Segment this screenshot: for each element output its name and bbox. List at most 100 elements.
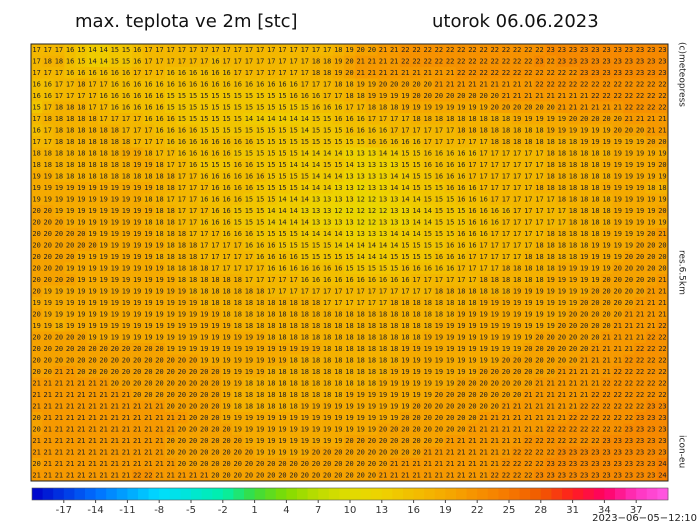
temperature-cell <box>355 435 367 447</box>
temperature-cell <box>455 193 468 206</box>
temperature-label: 19 <box>591 276 599 284</box>
temperature-label: 20 <box>211 368 219 376</box>
temperature-cell <box>578 101 591 114</box>
temperature-cell <box>522 78 535 91</box>
temperature-label: 22 <box>491 46 499 54</box>
temperature-label: 17 <box>502 218 510 226</box>
temperature-cell <box>500 354 512 367</box>
temperature-cell <box>276 193 289 206</box>
temperature-cell <box>500 239 512 252</box>
temperature-cell <box>176 55 188 68</box>
temperature-label: 21 <box>155 437 163 445</box>
temperature-label: 17 <box>133 115 141 123</box>
temperature-cell <box>98 90 110 102</box>
temperature-label: 17 <box>55 92 63 100</box>
temperature-label: 19 <box>625 230 633 238</box>
temperature-label: 19 <box>558 276 566 284</box>
temperature-label: 19 <box>379 414 387 422</box>
temperature-label: 17 <box>245 57 253 65</box>
temperature-cell <box>288 354 300 367</box>
temperature-cell <box>243 354 255 367</box>
temperature-label: 19 <box>144 264 152 272</box>
temperature-cell <box>511 308 524 321</box>
temperature-label: 14 <box>412 195 420 203</box>
temperature-label: 15 <box>435 207 443 215</box>
temperature-label: 16 <box>390 138 398 146</box>
temperature-cell <box>500 262 512 275</box>
temperature-label: 20 <box>189 437 197 445</box>
temperature-cell <box>410 400 423 413</box>
temperature-label: 20 <box>356 460 364 468</box>
temperature-cell <box>444 170 456 183</box>
temperature-label: 18 <box>424 115 432 123</box>
temperature-label: 20 <box>211 448 219 456</box>
temperature-label: 16 <box>457 161 465 169</box>
temperature-cell <box>276 170 289 183</box>
temperature-cell <box>589 285 602 298</box>
temperature-label: 21 <box>379 69 387 77</box>
temperature-label: 19 <box>479 103 487 111</box>
temperature-cell <box>645 55 658 68</box>
temperature-cell <box>522 274 535 286</box>
temperature-cell <box>53 216 65 229</box>
temperature-label: 15 <box>245 195 253 203</box>
temperature-label: 17 <box>558 218 566 226</box>
temperature-cell <box>533 469 546 482</box>
temperature-cell <box>656 205 669 217</box>
temperature-cell <box>86 354 99 367</box>
temperature-cell <box>545 159 557 171</box>
temperature-cell <box>165 331 177 344</box>
temperature-label: 22 <box>658 92 666 100</box>
temperature-label: 14 <box>301 218 309 226</box>
colorbar-segment <box>63 488 75 500</box>
temperature-label: 16 <box>144 115 152 123</box>
temperature-label: 18 <box>99 149 107 157</box>
temperature-cell <box>75 101 88 114</box>
temperature-cell <box>343 308 356 321</box>
temperature-label: 17 <box>524 207 532 215</box>
temperature-label: 16 <box>457 184 465 192</box>
temperature-cell <box>31 412 43 424</box>
temperature-label: 22 <box>591 80 599 88</box>
temperature-label: 16 <box>44 80 52 88</box>
temperature-label: 18 <box>166 184 174 192</box>
temperature-label: 21 <box>88 448 96 456</box>
temperature-cell <box>142 182 155 194</box>
temperature-label: 16 <box>379 138 387 146</box>
temperature-cell <box>276 239 289 252</box>
temperature-cell <box>444 469 456 482</box>
temperature-cell <box>187 136 199 148</box>
temperature-cell <box>578 78 591 91</box>
temperature-label: 17 <box>32 115 40 123</box>
temperature-label: 20 <box>155 379 163 387</box>
temperature-label: 16 <box>200 149 208 157</box>
temperature-cell <box>332 446 345 459</box>
temperature-cell <box>75 251 88 263</box>
temperature-cell <box>511 136 524 148</box>
temperature-cell <box>332 331 345 344</box>
temperature-cell <box>198 136 211 148</box>
temperature-cell <box>120 159 132 171</box>
temperature-cell <box>254 205 266 217</box>
temperature-label: 16 <box>200 172 208 180</box>
temperature-cell <box>410 366 423 378</box>
temperature-cell <box>455 251 468 263</box>
temperature-label: 23 <box>569 448 577 456</box>
temperature-cell <box>276 216 289 229</box>
temperature-label: 17 <box>312 80 320 88</box>
temperature-cell <box>589 124 602 137</box>
temperature-label: 19 <box>267 425 275 433</box>
temperature-cell <box>433 262 445 275</box>
temperature-label: 18 <box>334 333 342 341</box>
temperature-cell <box>265 343 278 355</box>
temperature-label: 19 <box>99 264 107 272</box>
temperature-cell <box>511 377 524 390</box>
temperature-label: 21 <box>111 425 119 433</box>
temperature-cell <box>254 113 266 125</box>
temperature-label: 19 <box>200 356 208 364</box>
temperature-label: 19 <box>88 276 96 284</box>
temperature-label: 20 <box>535 345 543 353</box>
temperature-cell <box>612 331 624 344</box>
temperature-label: 13 <box>401 218 409 226</box>
temperature-cell <box>265 389 278 401</box>
